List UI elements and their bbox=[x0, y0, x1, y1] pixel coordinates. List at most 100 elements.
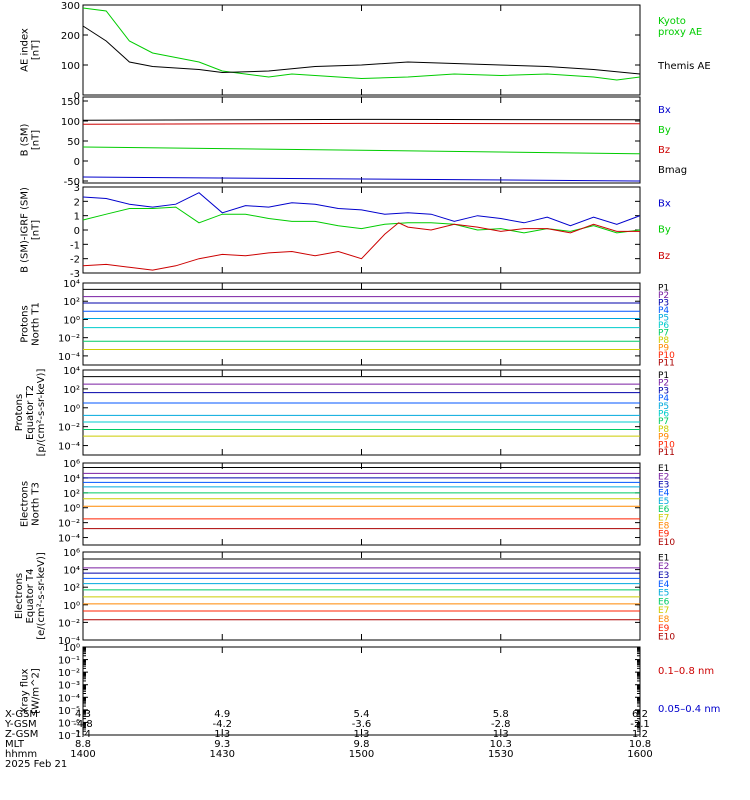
panel-ylabel: B (SM) bbox=[20, 123, 31, 156]
ytick-label: 10⁰ bbox=[63, 504, 80, 515]
panel-ylabel: North T3 bbox=[31, 482, 42, 526]
ytick-label: 10⁶ bbox=[63, 548, 80, 559]
legend-label: E1 bbox=[658, 553, 669, 563]
series-line-by bbox=[82, 146, 641, 155]
legend-label: P9 bbox=[658, 433, 669, 443]
panel-ylabel: Xray flux bbox=[20, 669, 31, 714]
legend-label: E4 bbox=[658, 489, 670, 499]
ytick-label: 200 bbox=[61, 31, 80, 42]
legend-label: E10 bbox=[658, 633, 675, 643]
legend-label: E1 bbox=[658, 464, 669, 474]
series-line-bz bbox=[82, 122, 641, 125]
legend-label: E8 bbox=[658, 522, 670, 532]
panel-ylabel: Electrons bbox=[20, 481, 31, 527]
legend-label: P6 bbox=[658, 321, 669, 331]
legend-label: E5 bbox=[658, 589, 669, 599]
legend-label: E9 bbox=[658, 530, 670, 540]
panel-ylabel: Equator T4 bbox=[25, 569, 36, 624]
legend-label: Bmag bbox=[658, 165, 687, 176]
legend-label: By bbox=[658, 125, 671, 136]
series-line-bz bbox=[82, 222, 640, 271]
legend-label: P5 bbox=[658, 314, 669, 324]
ytick-label: 10⁰ bbox=[63, 404, 80, 415]
footer-value: -2.8 bbox=[491, 719, 511, 730]
ytick-label: 10⁻¹ bbox=[58, 656, 80, 667]
legend-label: P3 bbox=[658, 386, 669, 396]
ytick-label: 10⁻² bbox=[58, 519, 80, 530]
legend-label: 0.1–0.8 nm bbox=[658, 666, 714, 677]
ytick-label: 0 bbox=[74, 91, 80, 102]
footer-row-label: Z-GSM bbox=[5, 729, 38, 740]
legend-label: E8 bbox=[658, 615, 670, 625]
legend-label: Kyoto bbox=[658, 16, 686, 27]
legend-label: P6 bbox=[658, 410, 669, 420]
footer-value: 1.3 bbox=[354, 729, 370, 740]
legend-label: P4 bbox=[658, 394, 669, 404]
ytick-label: -2 bbox=[70, 255, 80, 266]
legend-label: E3 bbox=[658, 481, 669, 491]
legend-label: P11 bbox=[658, 448, 675, 458]
ytick-label: 10⁴ bbox=[63, 566, 80, 577]
panel-ylabel: [nT] bbox=[31, 40, 42, 60]
legend-label: P9 bbox=[658, 343, 669, 353]
legend-label: P1 bbox=[658, 284, 669, 294]
footer-value: 6.2 bbox=[632, 709, 648, 720]
legend-label: P3 bbox=[658, 299, 669, 309]
footer-value: 1.2 bbox=[632, 729, 648, 740]
footer-value: 1.4 bbox=[75, 729, 91, 740]
footer-value: -4.8 bbox=[73, 719, 93, 730]
ytick-label: 1 bbox=[74, 212, 80, 223]
footer-value: 10.8 bbox=[629, 739, 651, 750]
series-line-bx bbox=[82, 176, 641, 182]
legend-label: proxy AE bbox=[658, 27, 702, 38]
ytick-label: 50 bbox=[67, 137, 80, 148]
ytick-label: 10² bbox=[63, 385, 80, 396]
legend-label: P7 bbox=[658, 328, 669, 338]
legend-label: Bx bbox=[658, 105, 671, 116]
ytick-label: 10⁰ bbox=[63, 315, 80, 326]
legend-label: P1 bbox=[658, 371, 669, 381]
footer-date: 2025 Feb 21 bbox=[5, 759, 67, 770]
legend-label: P2 bbox=[658, 379, 669, 389]
series-line-kyoto-proxy-ae bbox=[82, 7, 641, 81]
footer-value: 4.3 bbox=[75, 709, 91, 720]
footer-row-label: Y-GSM bbox=[4, 719, 37, 730]
ytick-label: 10⁻⁷ bbox=[58, 731, 80, 742]
footer-value: 9.8 bbox=[354, 739, 370, 750]
series-line-bx bbox=[82, 192, 641, 227]
ytick-label: 10⁴ bbox=[63, 366, 80, 377]
legend-label: E7 bbox=[658, 513, 669, 523]
footer-value: 1.3 bbox=[214, 729, 230, 740]
ytick-label: 10⁻⁴ bbox=[58, 352, 80, 363]
panel-ylabel: [W/m^2] bbox=[31, 668, 42, 714]
legend-label: Themis AE bbox=[657, 61, 711, 72]
footer-value: 1530 bbox=[488, 749, 513, 760]
panel-frame bbox=[82, 96, 641, 184]
footer-row-label: MLT bbox=[5, 739, 25, 750]
legend-label: P8 bbox=[658, 336, 669, 346]
ytick-label: 10² bbox=[63, 297, 80, 308]
ytick-label: 10⁻⁶ bbox=[58, 718, 80, 729]
footer-value: -3.6 bbox=[352, 719, 372, 730]
legend-label: E3 bbox=[658, 571, 669, 581]
footer-value: -4.2 bbox=[212, 719, 232, 730]
legend-label: E9 bbox=[658, 624, 670, 634]
footer-value: 1.3 bbox=[493, 729, 509, 740]
footer-value: 5.8 bbox=[493, 709, 509, 720]
legend-label: P10 bbox=[658, 440, 675, 450]
ytick-label: 10⁻⁵ bbox=[58, 706, 80, 717]
ytick-label: 10⁰ bbox=[63, 643, 80, 654]
panel-ylabel: Protons bbox=[14, 394, 25, 431]
legend-label: E2 bbox=[658, 472, 669, 482]
panel-ylabel: [nT] bbox=[31, 220, 42, 240]
legend-label: E2 bbox=[658, 562, 669, 572]
footer-value: 1400 bbox=[70, 749, 95, 760]
legend-label: P5 bbox=[658, 402, 669, 412]
panel-ylabel: Protons bbox=[20, 305, 31, 342]
ytick-label: 10⁻⁴ bbox=[58, 636, 80, 647]
legend-label: E6 bbox=[658, 597, 670, 607]
footer-value: -2.1 bbox=[630, 719, 650, 730]
ytick-label: 10⁻³ bbox=[58, 681, 80, 692]
ytick-label: 3 bbox=[74, 183, 80, 194]
